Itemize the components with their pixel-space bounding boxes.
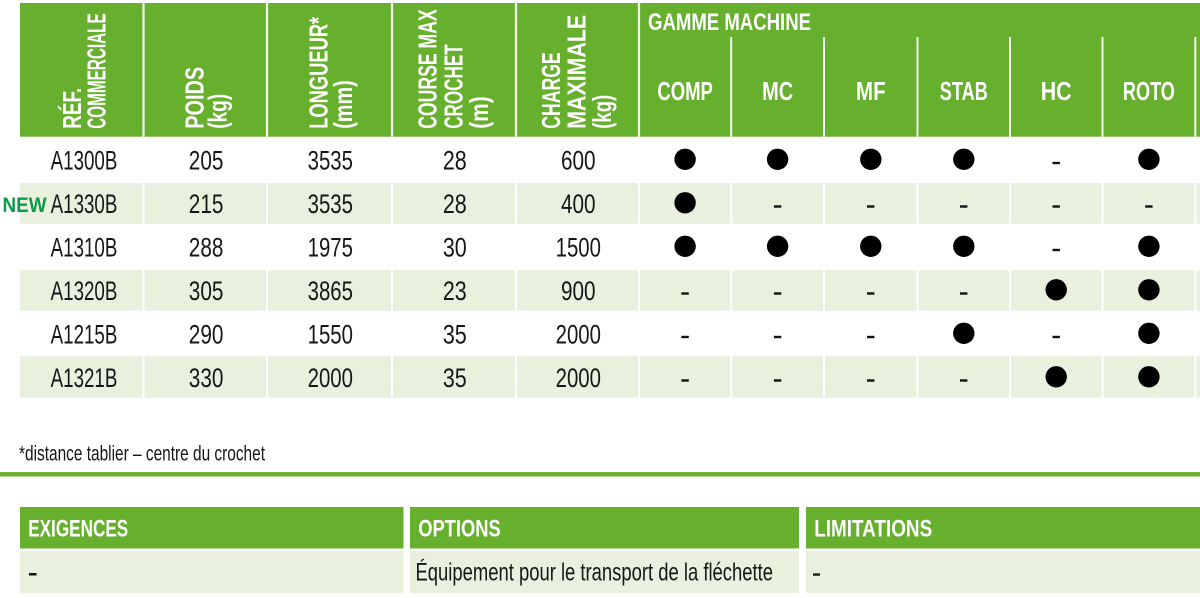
svg-text:3535: 3535 (308, 189, 353, 219)
svg-text:2000: 2000 (556, 320, 601, 350)
svg-text:(kg): (kg) (587, 95, 617, 129)
svg-text:COMP: COMP (657, 76, 713, 106)
svg-text:A1321B: A1321B (51, 363, 118, 393)
svg-text:35: 35 (443, 363, 467, 393)
svg-text:28: 28 (443, 189, 467, 219)
svg-text:STAB: STAB (940, 76, 988, 106)
svg-text:POIDS: POIDS (179, 67, 209, 129)
svg-text:LONGUEUR*: LONGUEUR* (304, 16, 334, 129)
svg-text:30: 30 (443, 233, 467, 263)
svg-text:A1330B: A1330B (51, 189, 118, 219)
svg-text:1975: 1975 (308, 233, 353, 263)
svg-text:A1300B: A1300B (51, 146, 118, 176)
svg-text:2000: 2000 (308, 363, 353, 393)
svg-text:GAMME MACHINE: GAMME MACHINE (648, 9, 811, 36)
svg-text:1500: 1500 (556, 233, 601, 263)
svg-text:205: 205 (189, 146, 224, 176)
svg-text:23: 23 (443, 276, 467, 306)
svg-text:EXIGENCES: EXIGENCES (28, 516, 128, 543)
svg-text:600: 600 (561, 146, 596, 176)
svg-text:215: 215 (189, 189, 224, 219)
svg-text:ROTO: ROTO (1123, 76, 1175, 106)
svg-text:(kg): (kg) (203, 94, 233, 129)
svg-text:Équipement pour le transport d: Équipement pour le transport de la fléch… (416, 558, 774, 587)
svg-text:A1310B: A1310B (51, 233, 118, 263)
svg-text:MAXIMALE: MAXIMALE (562, 15, 592, 129)
svg-text:OPTIONS: OPTIONS (418, 516, 501, 543)
svg-text:RÉF.: RÉF. (57, 88, 87, 129)
svg-text:CROCHET: CROCHET (438, 44, 468, 129)
svg-text:1550: 1550 (308, 320, 353, 350)
svg-text:3535: 3535 (308, 146, 353, 176)
svg-text:305: 305 (189, 276, 224, 306)
svg-text:A1215B: A1215B (51, 320, 118, 350)
svg-text:(mm): (mm) (328, 80, 358, 129)
svg-text:COMMERCIALE: COMMERCIALE (81, 13, 111, 129)
svg-text:(m): (m) (464, 96, 494, 129)
svg-text:3865: 3865 (308, 276, 353, 306)
svg-text:2000: 2000 (556, 363, 601, 393)
svg-text:COURSE MAX: COURSE MAX (413, 9, 443, 129)
svg-text:35: 35 (443, 320, 467, 350)
svg-text:*distance tablier – centre du: *distance tablier – centre du crochet (19, 441, 265, 465)
svg-text:400: 400 (561, 189, 596, 219)
svg-text:NEW: NEW (3, 193, 48, 217)
svg-text:28: 28 (443, 146, 467, 176)
svg-text:HC: HC (1041, 76, 1072, 106)
svg-text:288: 288 (189, 233, 224, 263)
svg-text:MF: MF (856, 76, 886, 106)
svg-text:A1320B: A1320B (51, 276, 118, 306)
svg-text:MC: MC (762, 76, 793, 106)
svg-text:330: 330 (189, 363, 224, 393)
svg-text:290: 290 (189, 320, 224, 350)
svg-text:LIMITATIONS: LIMITATIONS (814, 516, 932, 543)
svg-text:900: 900 (561, 276, 596, 306)
svg-text:CHARGE: CHARGE (536, 52, 566, 129)
